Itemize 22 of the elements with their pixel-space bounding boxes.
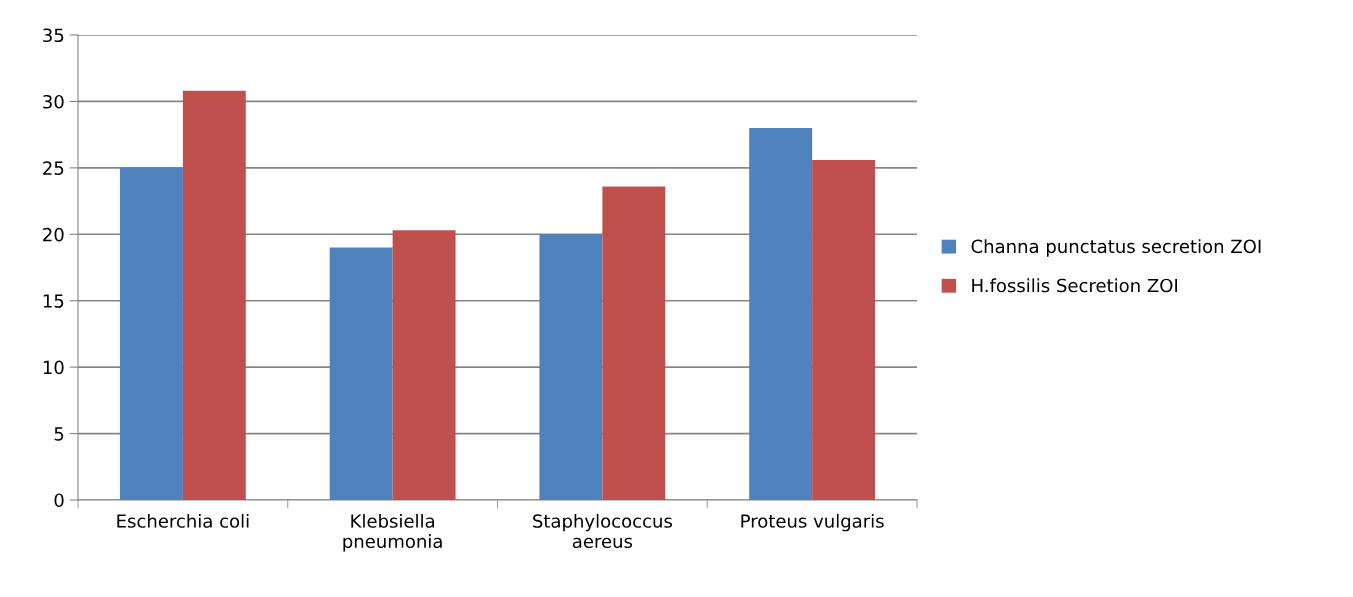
y-tick-label: 30 (43, 94, 64, 109)
x-tick-label: Escherchia coli (117, 513, 249, 528)
y-tick-label: 20 (43, 227, 64, 242)
y-tick-label: 5 (54, 427, 64, 441)
y-tick-label: 0 (54, 493, 64, 508)
bar (749, 128, 813, 500)
bar (539, 234, 603, 500)
y-tick-label: 35 (43, 28, 64, 43)
x-tick-label: Staphylococcus aereus (533, 513, 672, 549)
y-tick-label: 25 (43, 161, 64, 175)
y-tick-label: 15 (43, 294, 64, 308)
legend-label: H.fossilis Secretion ZOI (972, 278, 1178, 293)
x-tick-label: Proteus vulgaris (741, 513, 884, 532)
bar (602, 186, 666, 500)
bar (812, 159, 876, 500)
x-tick-label: Klebsiella pneumonia (343, 513, 442, 552)
y-tick-label: 10 (43, 360, 64, 375)
bar (182, 90, 246, 500)
bar (392, 230, 456, 500)
bar (329, 247, 393, 500)
legend-label: Channa punctatus secretion ZOI (971, 239, 1261, 257)
bar (119, 167, 183, 500)
